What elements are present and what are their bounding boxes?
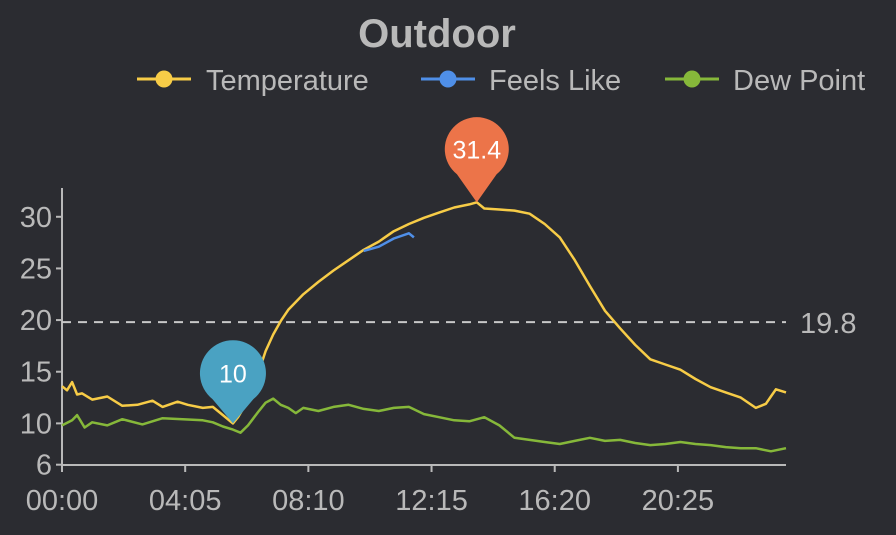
- max-marker-label: 31.4: [452, 136, 501, 164]
- min-marker-pin: [199, 340, 266, 424]
- x-tick-label: 20:25: [642, 485, 715, 517]
- annotations: 31.4 10: [199, 117, 509, 424]
- y-tick-label: 20: [20, 305, 52, 337]
- series-line-dew-point: [61, 397, 787, 453]
- x-tick-label: 00:00: [26, 485, 99, 517]
- y-tick-label: 6: [36, 450, 52, 482]
- min-marker-label: 10: [219, 360, 247, 388]
- max-marker: 31.4: [444, 117, 509, 203]
- axes: 6 10 15 20 25 30 00:00 04:05 08:10 12:15 16:20 20:2…: [20, 188, 786, 517]
- chart-title: Outdoor: [358, 12, 516, 56]
- legend-swatch-dot: [439, 70, 457, 88]
- legend-item-feels-like: Feels Like: [421, 65, 621, 97]
- min-marker: 10: [199, 340, 266, 424]
- y-tick-label: 25: [20, 253, 52, 285]
- legend-label: Feels Like: [489, 65, 621, 97]
- x-tick-label: 12:15: [395, 485, 468, 517]
- x-tick-label: 08:10: [272, 485, 345, 517]
- max-marker-pin: [444, 117, 509, 203]
- legend-swatch-dot: [683, 70, 701, 88]
- legend: Temperature Feels Like Dew Point: [137, 65, 865, 97]
- legend-swatch-dot: [155, 70, 173, 88]
- series-line-feels-like: [363, 232, 415, 253]
- series-line-temperature: [61, 201, 787, 425]
- y-tick-label: 30: [20, 202, 52, 234]
- legend-item-temperature: Temperature: [137, 65, 369, 97]
- reference-line-label: 19.8: [800, 308, 856, 340]
- x-tick-label: 16:20: [518, 485, 591, 517]
- y-tick-label: 10: [20, 408, 52, 440]
- legend-item-dew-point: Dew Point: [665, 65, 865, 97]
- plot-area: 19.8: [61, 201, 856, 453]
- legend-label: Dew Point: [733, 65, 865, 97]
- x-tick-label: 04:05: [149, 485, 222, 517]
- legend-label: Temperature: [206, 65, 369, 97]
- y-tick-label: 15: [20, 357, 52, 389]
